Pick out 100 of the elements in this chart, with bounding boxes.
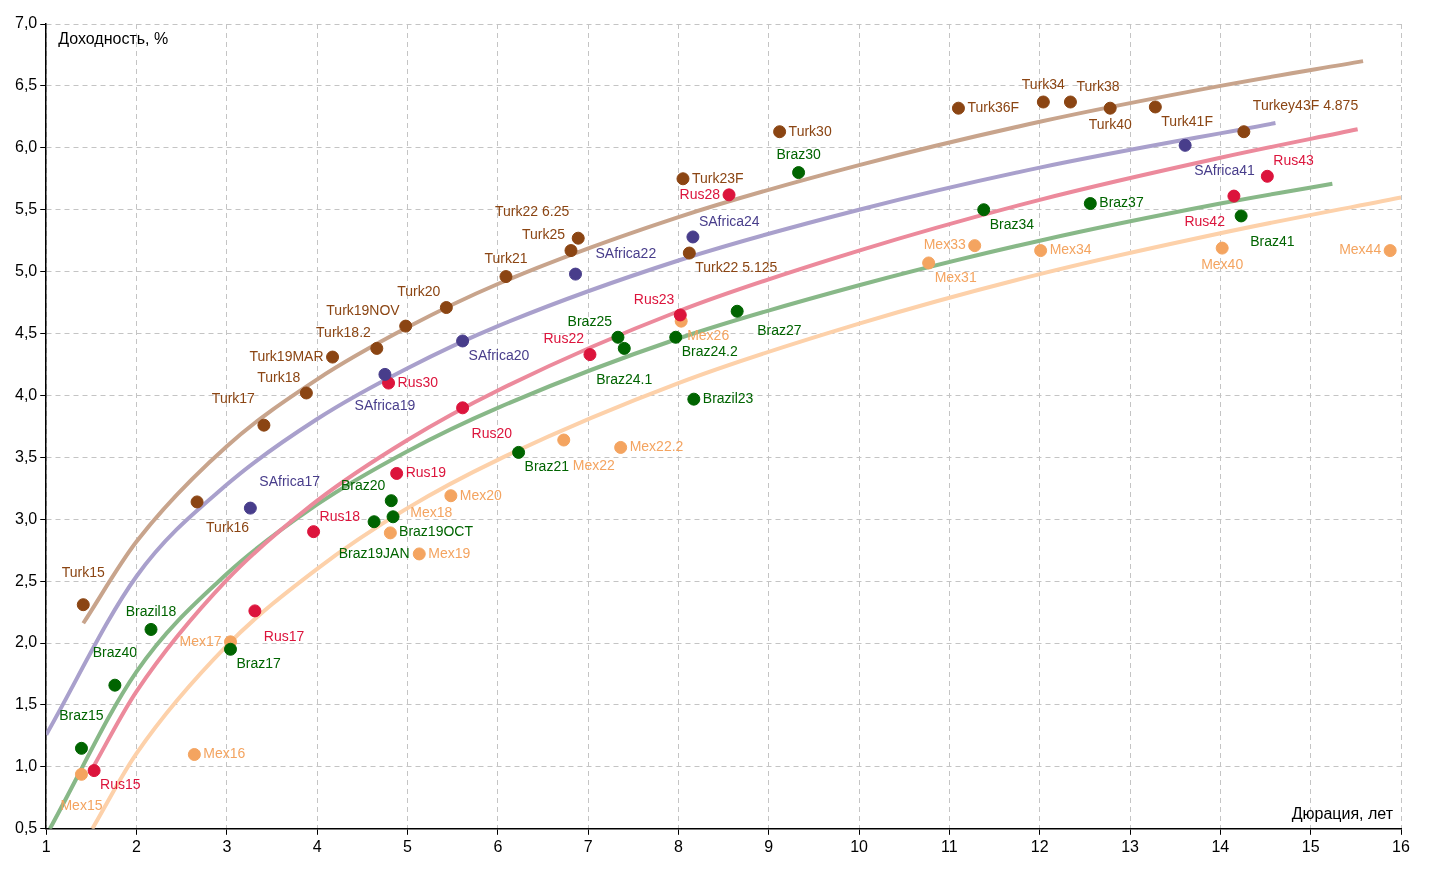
data-label: Rus20 — [471, 424, 513, 441]
point — [687, 392, 701, 406]
point — [108, 678, 122, 692]
data-label: Rus17 — [263, 627, 305, 644]
x-tick-label: 16 — [1392, 837, 1410, 855]
point — [792, 166, 806, 180]
x-tick-label: 6 — [493, 837, 503, 855]
data-label: Mex22 — [572, 456, 615, 473]
point — [307, 525, 321, 539]
data-label: SAfrica22 — [595, 244, 657, 261]
data-label: Mex22.2 — [629, 438, 684, 455]
y-tick-label: 5,0 — [14, 262, 38, 280]
data-label: Turk15 — [61, 563, 106, 580]
x-tick-label: 14 — [1211, 837, 1230, 855]
point — [569, 267, 582, 281]
data-label: Braz37 — [1099, 194, 1144, 211]
point — [190, 495, 204, 509]
data-label: Turk16 — [206, 518, 250, 535]
x-tick-label: 11 — [941, 837, 958, 855]
y-tick-label: 7,0 — [14, 14, 38, 32]
point — [1063, 95, 1077, 109]
point — [977, 203, 991, 217]
x-tick-label: 10 — [850, 837, 869, 855]
data-label: Turk22 5.125 — [695, 258, 778, 275]
point — [968, 239, 982, 253]
data-label: Turk17 — [211, 390, 256, 407]
data-label: Mex26 — [687, 327, 730, 344]
data-label: Braz25 — [567, 313, 613, 330]
y-tick-label: 6,0 — [14, 138, 38, 156]
data-label: Rus28 — [679, 185, 721, 202]
point — [74, 741, 88, 755]
x-tick-label: 2 — [132, 837, 142, 855]
y-tick-label: 6,5 — [14, 76, 38, 94]
x-tick-label: 5 — [403, 837, 413, 855]
point — [187, 748, 201, 762]
data-label: Braz19JAN — [338, 544, 410, 561]
data-label: SAfrica19 — [354, 397, 416, 414]
point — [1036, 95, 1050, 109]
point — [76, 598, 90, 612]
point — [676, 172, 690, 186]
point — [617, 341, 631, 355]
data-label: Mex40 — [1201, 255, 1244, 272]
data-label: Braz30 — [776, 146, 821, 163]
point — [1227, 189, 1241, 203]
y-tick-label: 1,5 — [14, 695, 38, 713]
data-label: SAfrica17 — [259, 472, 321, 489]
data-label: Braz17 — [236, 655, 282, 672]
y-tick-label: 1,0 — [14, 757, 38, 775]
y-tick-label: 5,5 — [14, 200, 38, 218]
data-label: Rus22 — [543, 330, 585, 347]
point — [583, 348, 597, 362]
x-tick-label: 8 — [674, 837, 684, 855]
point — [614, 440, 628, 454]
data-label: Mex16 — [203, 745, 246, 762]
point — [378, 367, 392, 381]
data-label: Braz19OCT — [399, 522, 474, 539]
point — [386, 510, 400, 524]
data-label: Turk23F — [691, 169, 744, 186]
point — [384, 494, 398, 508]
x-tick-label: 15 — [1301, 837, 1320, 855]
point — [571, 231, 585, 245]
point — [512, 445, 526, 459]
data-label: Rus23 — [633, 290, 675, 307]
point — [1237, 125, 1251, 139]
data-label: Turk19NOV — [326, 301, 401, 318]
point — [74, 767, 88, 781]
point — [243, 501, 257, 515]
data-label: Turk36F — [967, 99, 1020, 116]
point — [412, 547, 426, 561]
data-label: Mex18 — [410, 503, 453, 520]
point — [144, 622, 158, 636]
data-label: Braz40 — [92, 644, 138, 661]
data-label: Braz34 — [989, 215, 1035, 232]
data-label: Turk40 — [1088, 116, 1132, 133]
point — [682, 246, 696, 260]
point — [456, 334, 470, 348]
data-label: Braz24.2 — [681, 343, 738, 360]
point — [383, 526, 397, 540]
data-label: Turk20 — [397, 283, 441, 300]
point — [951, 101, 965, 115]
data-label: Mex33 — [923, 236, 966, 253]
data-label: Turk19MAR — [249, 347, 324, 364]
x-tick-label: 7 — [583, 837, 593, 855]
point — [669, 330, 683, 344]
point — [87, 764, 101, 778]
data-label: Turk21 — [484, 250, 528, 267]
x-tick-label: 12 — [1030, 837, 1049, 855]
point — [299, 386, 313, 400]
y-tick-label: 4,0 — [14, 385, 38, 403]
x-tick-label: 9 — [764, 837, 774, 855]
point — [257, 418, 271, 432]
data-label: Braz15 — [59, 707, 104, 724]
data-label: Turk25 — [521, 226, 566, 243]
point — [1234, 209, 1248, 223]
data-label: Turkey43F 4.875 — [1252, 96, 1359, 113]
point — [564, 244, 578, 258]
point — [730, 304, 744, 318]
point — [557, 433, 571, 447]
x-tick-label: 3 — [222, 837, 232, 855]
data-label: Rus43 — [1273, 152, 1315, 169]
